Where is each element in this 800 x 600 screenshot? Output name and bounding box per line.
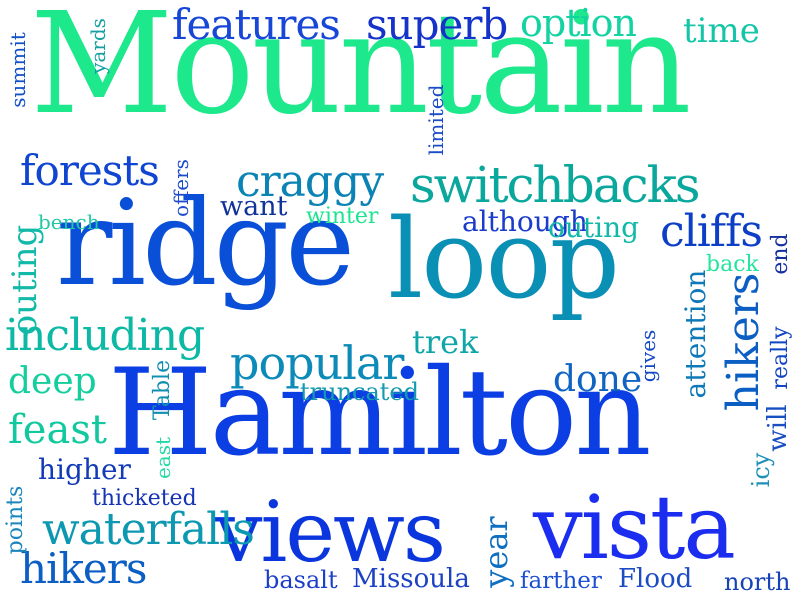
word-higher: winter [306, 204, 379, 229]
word-craggy: craggy [236, 156, 384, 207]
word-icy: icy [747, 452, 775, 488]
word-pay: higher [38, 453, 131, 486]
word-limited: limited [424, 84, 448, 156]
word-back: back [706, 252, 759, 277]
word-trek: done [553, 359, 643, 400]
word-vista: vista [533, 476, 736, 579]
word-attention: attention [679, 269, 712, 399]
word-farther: farther [520, 568, 602, 594]
word-winter: outing [548, 211, 640, 244]
word-done: deep [8, 361, 97, 402]
word-basalt: basalt [264, 566, 338, 594]
word-superb: superb [366, 0, 508, 49]
word-forests: forests [20, 146, 160, 195]
word-table: Table [150, 359, 175, 421]
word-spots: want [220, 191, 288, 222]
word-summit: summit [6, 32, 30, 108]
word-truncated: truncated [300, 378, 419, 406]
word-time: time [683, 11, 760, 51]
word-hamilton: Hamilton [108, 344, 651, 483]
word-cliffs: cliffs [660, 206, 763, 257]
word-although: trek [412, 323, 479, 361]
word-offers: offers [169, 159, 193, 217]
word-popular: popular [230, 336, 404, 390]
word-end: end [768, 233, 793, 275]
word-mountain: Mountain [30, 0, 692, 146]
word-option: option [520, 1, 637, 45]
word-points: points [3, 485, 28, 555]
word-gives: gives [636, 329, 660, 383]
word-thicketed: thicketed [92, 486, 197, 511]
word-north: north [724, 568, 791, 596]
word-will: will [763, 404, 793, 452]
word-want: although [462, 205, 588, 238]
word-ridge: ridge [56, 174, 355, 312]
word-east: east [151, 436, 175, 480]
word-outing: outing [5, 224, 45, 336]
word-flood: Flood [618, 564, 693, 594]
word-really: really [768, 326, 793, 390]
word-missoula: Missoula [352, 564, 470, 594]
word-features: features [172, 0, 341, 49]
word-loop: loop [388, 195, 620, 323]
word-deep: feast [8, 407, 107, 453]
word-views: views [215, 483, 446, 581]
word-waterfalls: hikers [20, 544, 147, 593]
word-feast: waterfalls [42, 504, 255, 555]
word-hikers: hikers [718, 272, 769, 412]
word-switchbacks: switchbacks [410, 156, 701, 214]
word-bench: bench [38, 210, 100, 234]
word-year: year [477, 516, 515, 588]
word-yards: yards [86, 18, 110, 74]
word-including: including [5, 310, 205, 361]
